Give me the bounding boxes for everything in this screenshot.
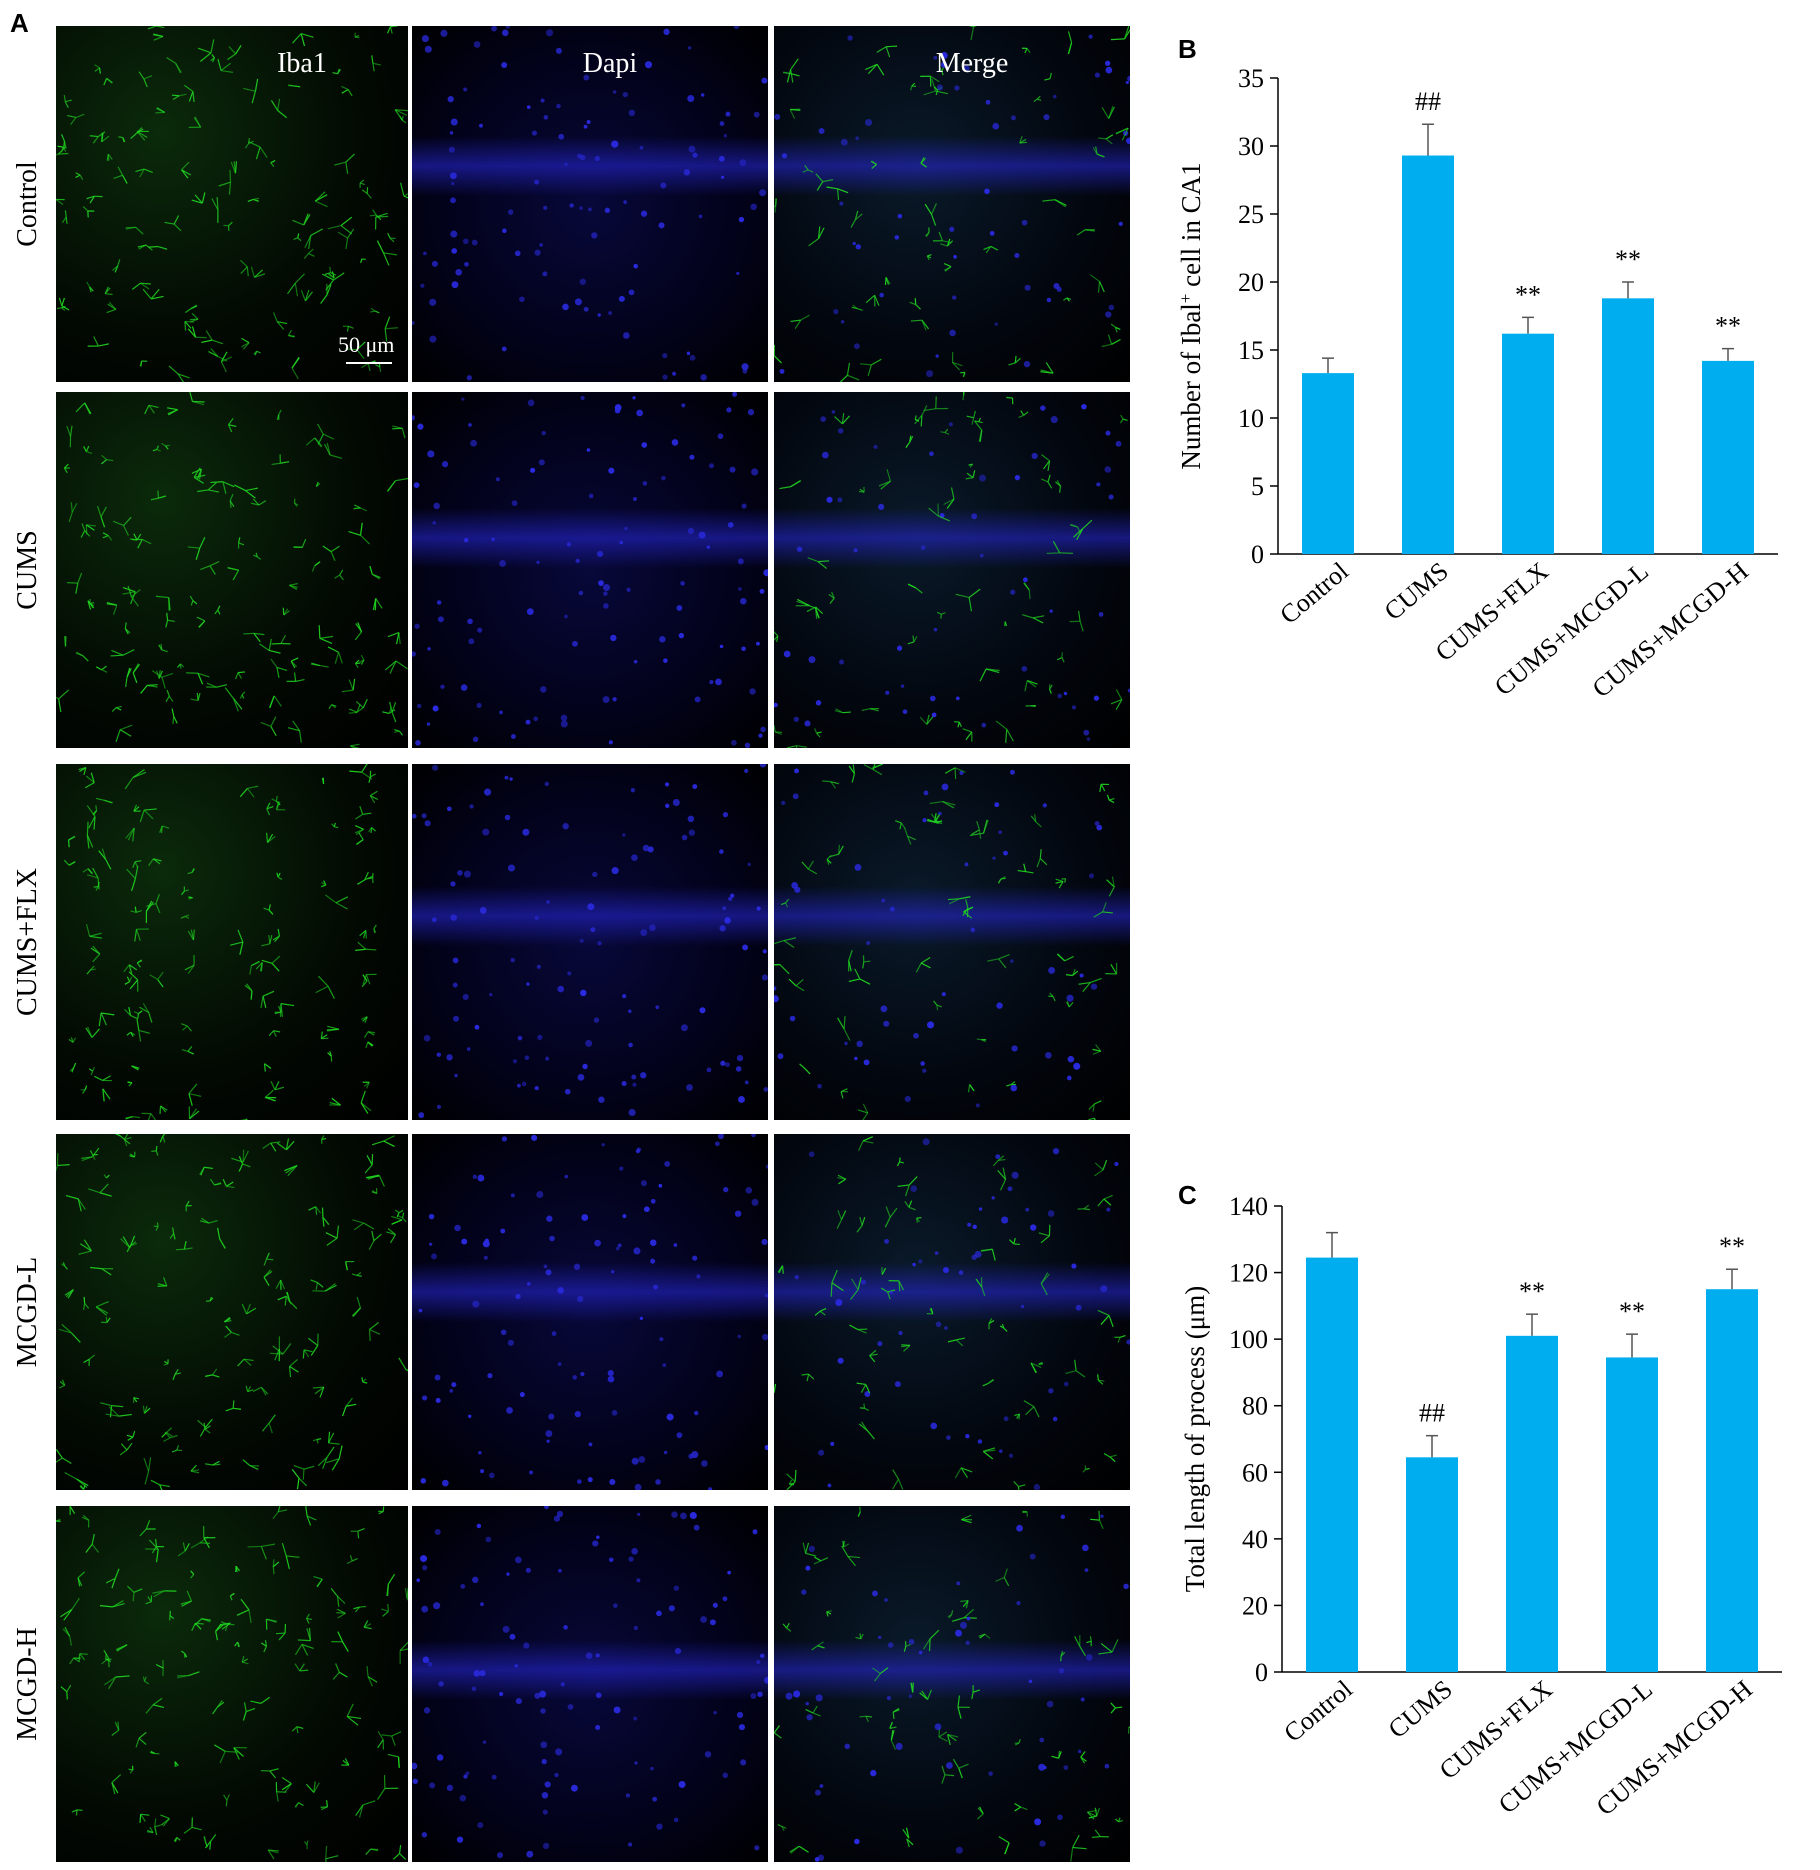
column-label-dapi: Dapi xyxy=(582,48,638,79)
micrograph-merge-mcgd-l xyxy=(774,1134,1130,1490)
bar-cums+mcgd-h xyxy=(1702,360,1754,554)
y-tick-label: 15 xyxy=(1238,336,1264,365)
y-tick-label: 120 xyxy=(1229,1259,1268,1288)
y-tick-label: 0 xyxy=(1251,540,1264,569)
scale-bar-label: 50 μm xyxy=(338,332,395,357)
row-label: MCGD-H xyxy=(12,1627,43,1741)
micrograph-dapi-cums xyxy=(412,392,768,748)
significance-label: ## xyxy=(1415,87,1441,116)
micrograph-merge-cums+flx xyxy=(774,764,1130,1120)
y-axis-label: Number of Ibal+ cell in CA1 xyxy=(1176,162,1207,469)
significance-label: ** xyxy=(1719,1232,1745,1261)
significance-label: ** xyxy=(1515,280,1541,309)
y-tick-label: 60 xyxy=(1242,1458,1268,1487)
y-tick-label: 40 xyxy=(1242,1525,1268,1554)
y-tick-label: 100 xyxy=(1229,1325,1268,1354)
row-label: MCGD-L xyxy=(12,1256,43,1368)
bar-cums xyxy=(1406,1457,1458,1672)
column-label-iba1: Iba1 xyxy=(277,48,327,79)
column-label-merge: Merge xyxy=(935,48,1009,79)
row-label: CUMS+FLX xyxy=(12,867,43,1017)
micrograph-iba1-cums+flx xyxy=(56,764,408,1120)
x-tick-label: CUMS xyxy=(1383,1674,1458,1744)
bar-cums+mcgd-h xyxy=(1706,1289,1758,1672)
y-tick-label: 30 xyxy=(1238,132,1264,161)
bar-control xyxy=(1302,373,1354,554)
bar-control xyxy=(1306,1257,1358,1672)
micrograph-iba1-cums xyxy=(56,392,408,748)
bar-cums+flx xyxy=(1506,1335,1558,1672)
significance-label: ** xyxy=(1715,312,1741,341)
row-label: Control xyxy=(12,161,43,247)
x-tick-label: CUMS xyxy=(1379,556,1454,626)
micrograph-dapi-mcgd-l xyxy=(412,1134,768,1490)
chart-iba1-cell-count: 05101520253035Control##CUMS**CUMS+FLX**C… xyxy=(1176,64,1778,703)
micrograph-iba1-control: Iba1 50 μm xyxy=(56,26,408,382)
y-tick-label: 35 xyxy=(1238,64,1264,93)
scale-bar xyxy=(346,362,392,364)
micrograph-merge-mcgd-h xyxy=(774,1506,1130,1862)
micrograph-dapi-mcgd-h xyxy=(412,1506,768,1862)
y-tick-label: 5 xyxy=(1251,472,1264,501)
micrograph-merge-cums xyxy=(774,392,1130,748)
y-tick-label: 140 xyxy=(1229,1192,1268,1221)
micrograph-iba1-mcgd-l xyxy=(56,1134,408,1490)
bar-cums+mcgd-l xyxy=(1606,1357,1658,1672)
significance-label: ## xyxy=(1419,1399,1445,1428)
micrograph-dapi-control: Dapi xyxy=(412,26,768,382)
bar-cums xyxy=(1402,155,1454,554)
row-label: CUMS xyxy=(12,530,43,610)
y-tick-label: 0 xyxy=(1255,1658,1268,1687)
significance-label: ** xyxy=(1615,245,1641,274)
x-tick-label: Control xyxy=(1278,1674,1358,1747)
panel-label-b: B xyxy=(1178,34,1197,64)
y-tick-label: 10 xyxy=(1238,404,1264,433)
micrograph-iba1-mcgd-h xyxy=(56,1506,408,1862)
y-tick-label: 20 xyxy=(1242,1591,1268,1620)
chart-process-length: 020406080100120140Control##CUMS**CUMS+FL… xyxy=(1180,1192,1782,1821)
micrograph-dapi-cums+flx xyxy=(412,764,768,1120)
y-tick-label: 80 xyxy=(1242,1392,1268,1421)
micrograph-merge-control: Merge xyxy=(774,26,1130,382)
bar-cums+flx xyxy=(1502,333,1554,554)
y-tick-label: 20 xyxy=(1238,268,1264,297)
panel-label-c: C xyxy=(1178,1180,1197,1210)
y-tick-label: 25 xyxy=(1238,200,1264,229)
micrograph-grid: Control Iba1 50 μm Dapi Merge CUMS CUMS+FLX MCG… xyxy=(12,26,1130,1862)
x-tick-label: Control xyxy=(1274,556,1354,629)
significance-label: ** xyxy=(1519,1277,1545,1306)
y-axis-label: Total length of process (μm) xyxy=(1180,1286,1210,1593)
bar-cums+mcgd-l xyxy=(1602,298,1654,554)
significance-label: ** xyxy=(1619,1297,1645,1326)
panel-label-a: A xyxy=(10,8,29,38)
